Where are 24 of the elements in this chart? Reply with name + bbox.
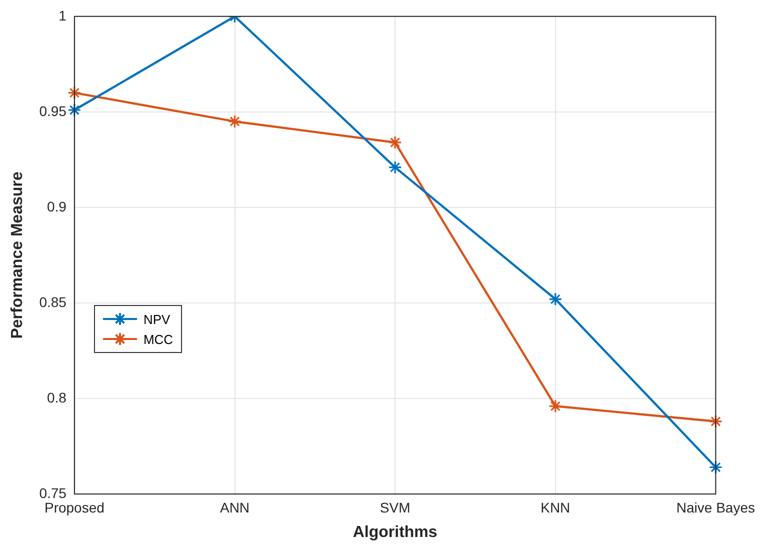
x-axis-title: Algorithms [352, 524, 438, 541]
x-tick-label: Naive Bayes [676, 499, 755, 516]
point [68, 103, 82, 117]
x-tick-label: Proposed [44, 499, 104, 516]
y-axis-title: Performance Measure [9, 172, 26, 339]
point [388, 160, 402, 174]
x-tick-label: KNN [540, 499, 570, 516]
point [388, 136, 402, 150]
y-tick-label: 1 [58, 7, 67, 24]
y-tick-label: 0.85 [39, 294, 67, 310]
point [548, 399, 562, 413]
x-tick-label: SVM [380, 499, 410, 516]
legend-label: NPV [143, 312, 170, 327]
legend-label: MCC [143, 332, 174, 347]
point [228, 114, 242, 128]
point [548, 292, 562, 306]
point [68, 86, 82, 100]
y-tick-label: 0.9 [46, 198, 67, 214]
point [708, 414, 723, 428]
y-tick-label: 0.95 [39, 102, 67, 119]
x-tick-label: ANN [220, 499, 250, 516]
y-tick-label: 0.8 [46, 389, 67, 406]
point [708, 460, 723, 474]
y-tick-label: 0.75 [39, 484, 67, 501]
